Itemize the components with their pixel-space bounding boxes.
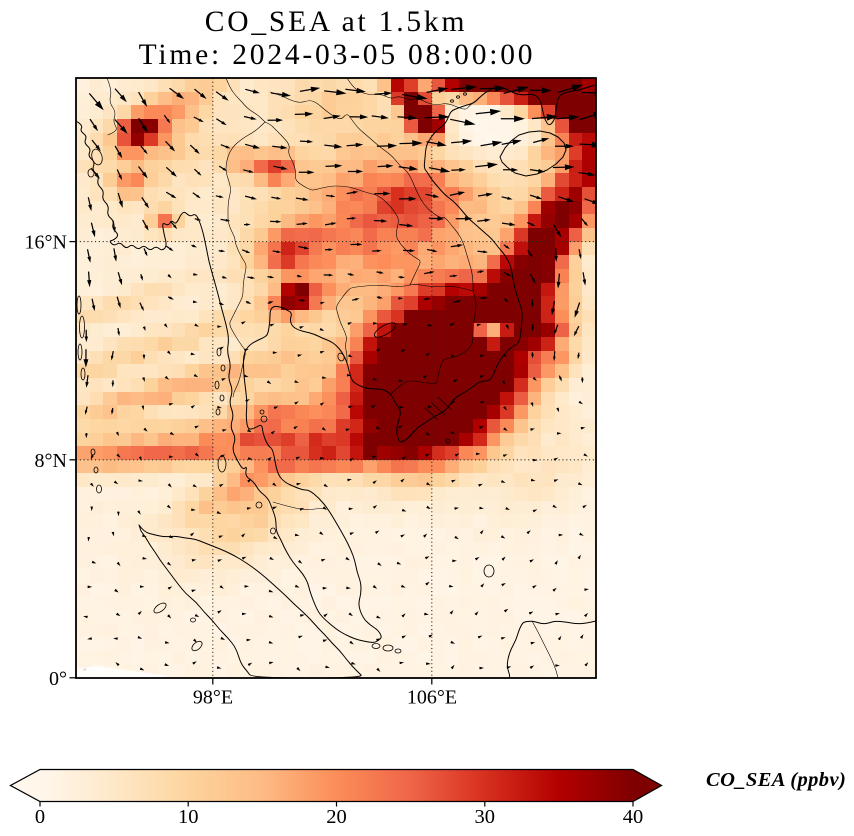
svg-text:CO_SEA at 1.5km: CO_SEA at 1.5km [205, 6, 467, 38]
svg-text:20: 20 [326, 806, 347, 828]
svg-text:0°: 0° [49, 668, 67, 690]
svg-text:30: 30 [475, 806, 496, 828]
svg-text:40: 40 [623, 806, 644, 828]
svg-text:106°E: 106°E [407, 687, 457, 709]
svg-text:Time: 2024-03-05 08:00:00: Time: 2024-03-05 08:00:00 [139, 39, 536, 71]
svg-text:10: 10 [178, 806, 199, 828]
svg-text:CO_SEA (ppbv): CO_SEA (ppbv) [706, 769, 846, 791]
svg-text:16°N: 16°N [25, 232, 67, 254]
svg-text:98°E: 98°E [193, 687, 233, 709]
svg-text:0: 0 [35, 806, 45, 828]
svg-text:8°N: 8°N [35, 450, 67, 472]
